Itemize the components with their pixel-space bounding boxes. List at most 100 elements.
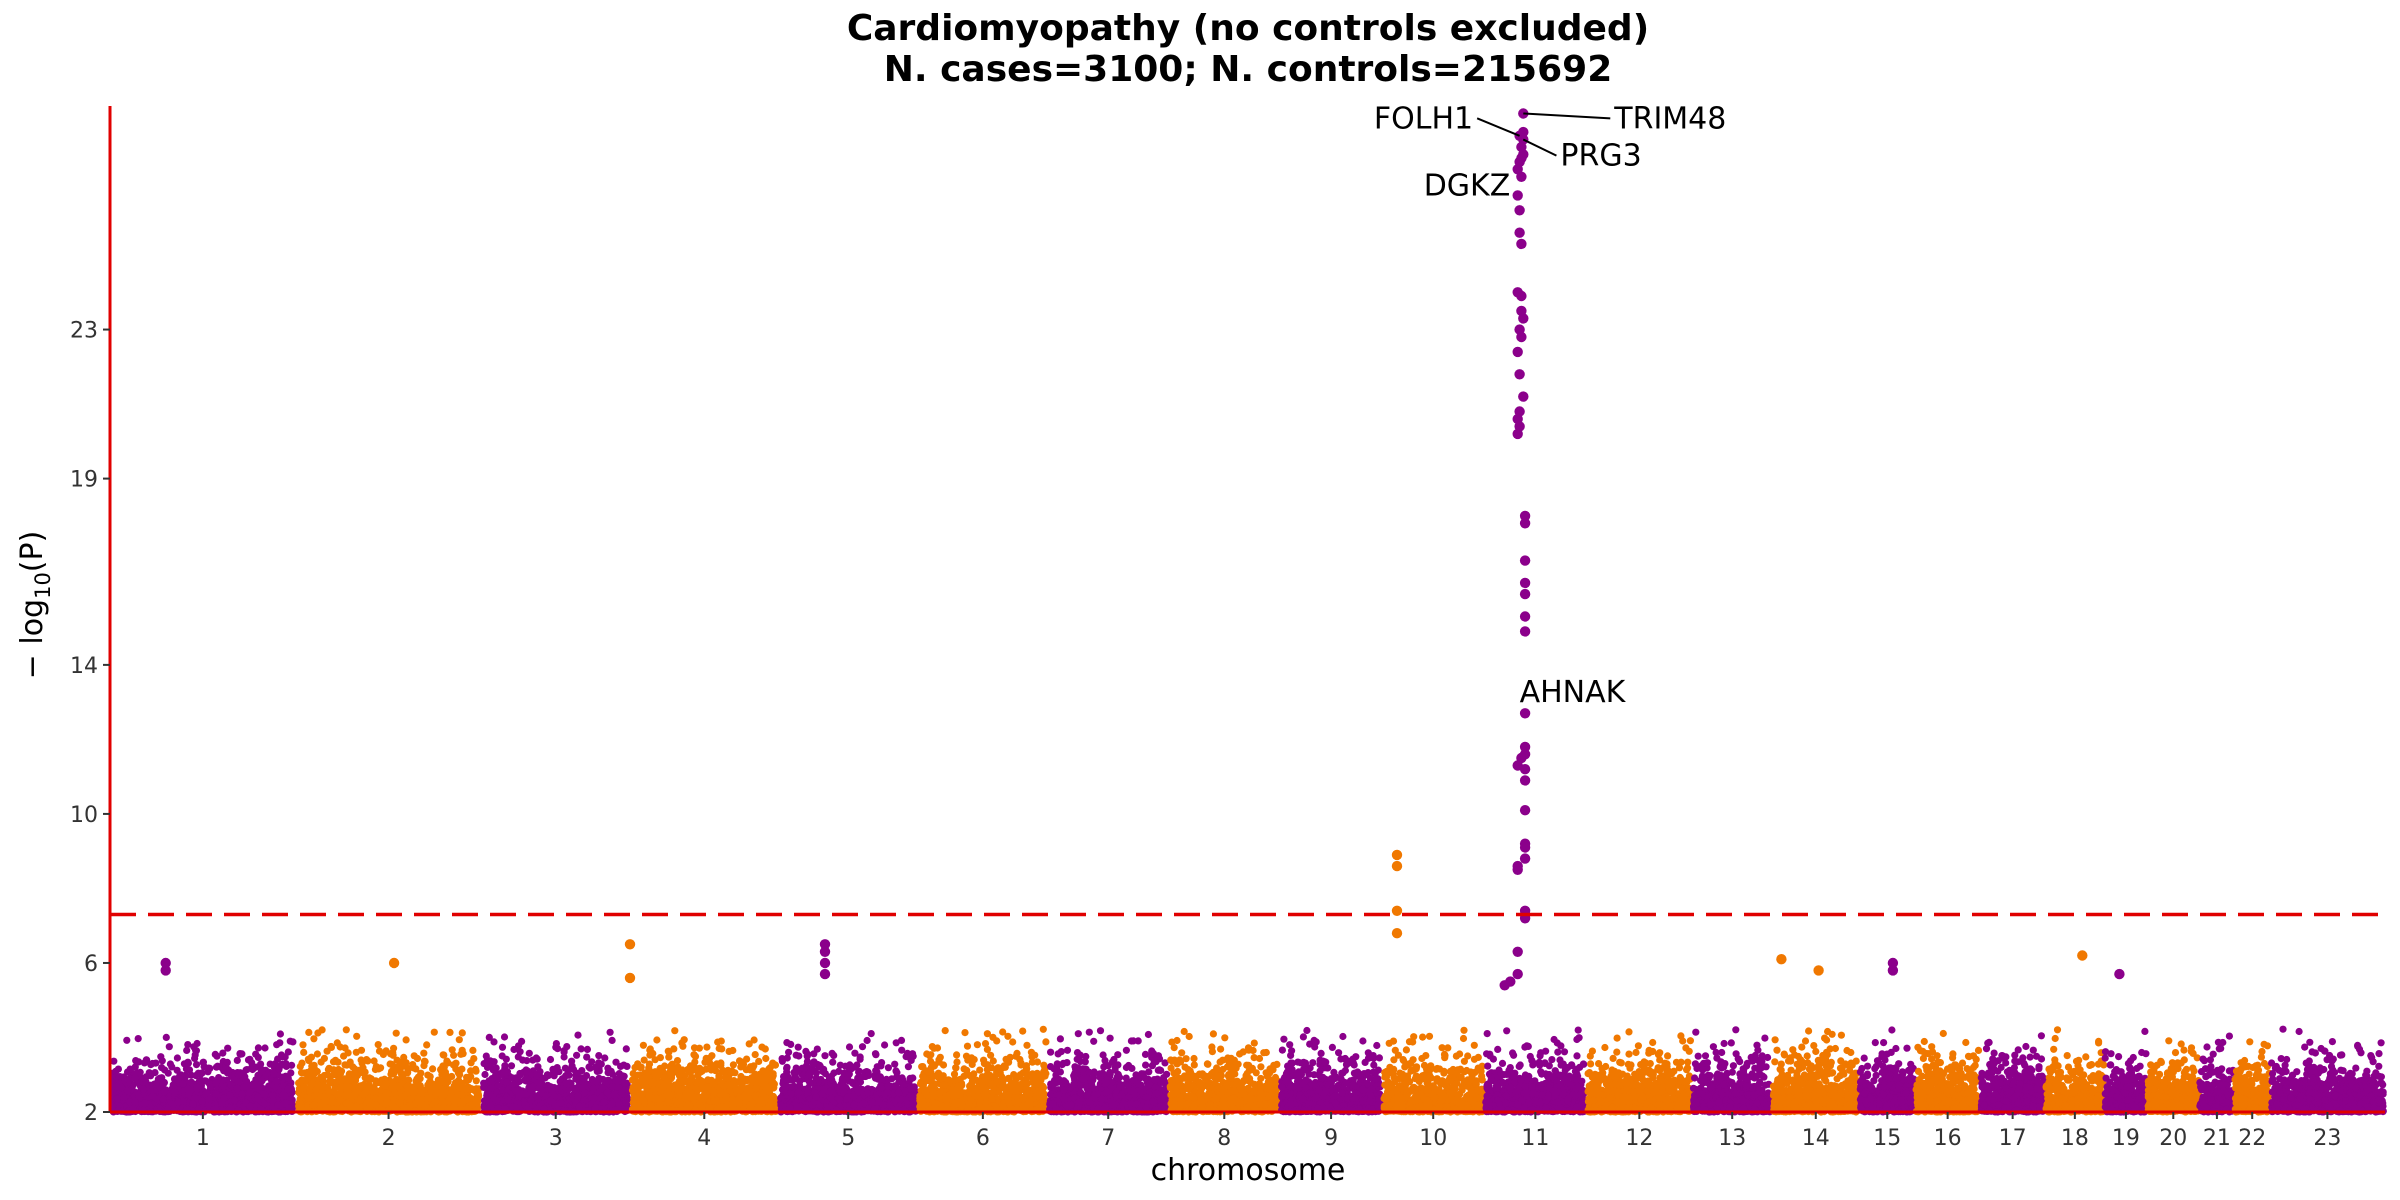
snp-point [327, 1042, 335, 1051]
snp-point [384, 1089, 392, 1098]
snp-point [361, 1089, 369, 1097]
snp-point [560, 1053, 568, 1061]
snp-point [159, 1095, 167, 1103]
snp-point [472, 1077, 480, 1085]
snp-point [516, 1069, 524, 1078]
snp-point [621, 1079, 629, 1087]
snp-point [527, 1096, 535, 1104]
snp-point [353, 1032, 361, 1040]
snp-point [483, 1096, 491, 1104]
snp-point [572, 1086, 580, 1094]
snp-point [673, 1057, 682, 1065]
snp-point [450, 1051, 458, 1059]
snp-point [284, 1074, 292, 1082]
snp-point [361, 1074, 369, 1082]
snp-point [718, 1045, 726, 1053]
snp-point [429, 1065, 437, 1073]
snp-point [219, 1049, 227, 1057]
snp-point [358, 1059, 366, 1067]
snp-point [356, 1097, 364, 1105]
snp-point [249, 1081, 257, 1089]
snp-point [546, 1055, 555, 1064]
snp-point [577, 1045, 585, 1053]
snp-point [341, 1061, 349, 1069]
snp-point [260, 1100, 269, 1108]
snp-point [379, 1050, 387, 1059]
snp-point [459, 1050, 467, 1058]
snp-point [282, 1062, 290, 1070]
snp-point [523, 1057, 531, 1065]
snp-point [629, 1070, 637, 1078]
snp-point [585, 1063, 593, 1071]
snp-point [169, 1081, 177, 1089]
snp-point [467, 1059, 475, 1067]
snp-point [194, 1069, 202, 1077]
snp-point [388, 1060, 396, 1068]
snp-point [493, 1096, 501, 1105]
snp-point [212, 1079, 220, 1087]
snp-point [420, 1049, 428, 1057]
snp-point [431, 1088, 439, 1096]
snp-point [320, 1054, 328, 1062]
snp-point [509, 1080, 517, 1088]
snp-point [192, 1061, 201, 1069]
snp-point [467, 1067, 475, 1075]
snp-point [592, 1077, 600, 1085]
snp-point [123, 1036, 131, 1044]
snp-point [381, 1082, 389, 1090]
snp-point [512, 1104, 521, 1112]
snp-point [508, 1074, 516, 1082]
points-layer [109, 108, 2387, 1116]
snp-point [481, 1070, 489, 1079]
snp-point [717, 1037, 725, 1045]
snp-point [622, 1045, 630, 1053]
snp-point [487, 1078, 495, 1086]
snp-point [462, 1084, 471, 1092]
snp-point [595, 1052, 603, 1060]
snp-point [371, 1065, 379, 1074]
snp-point [532, 1054, 540, 1062]
snp-point [270, 1070, 278, 1078]
snp-point [568, 1057, 576, 1065]
snp-point [392, 1029, 400, 1037]
snp-point [140, 1085, 148, 1093]
snp-point [131, 1098, 139, 1106]
snp-point [274, 1101, 282, 1109]
snp-point [409, 1061, 417, 1069]
snp-point [608, 1036, 616, 1044]
snp-point [572, 1075, 580, 1083]
snp-point [522, 1074, 531, 1082]
snp-point [326, 1079, 334, 1087]
snp-point [389, 1078, 397, 1086]
snp-point [181, 1073, 189, 1081]
snp-point [126, 1065, 134, 1073]
snp-point [344, 1049, 352, 1057]
snp-point [590, 1094, 598, 1102]
snp-point [404, 1068, 412, 1076]
snp-point [486, 1102, 495, 1110]
chromosome-2-points [295, 1026, 483, 1116]
snp-point [345, 1083, 353, 1091]
snp-point [246, 1102, 255, 1110]
snp-point [639, 1041, 648, 1049]
snp-point [173, 1054, 181, 1062]
snp-point [244, 1056, 253, 1064]
snp-point [313, 1050, 321, 1058]
snp-point [703, 1043, 711, 1051]
snp-point [574, 1092, 582, 1100]
snp-point [233, 1056, 241, 1064]
snp-point [690, 1051, 698, 1059]
snp-point [374, 1041, 382, 1049]
snp-point [252, 1050, 260, 1058]
snp-point [281, 1092, 289, 1100]
snp-point [472, 1086, 480, 1094]
snp-point [304, 1094, 312, 1102]
snp-point [158, 1064, 166, 1072]
snp-point [168, 1100, 176, 1108]
snp-point [597, 1060, 605, 1068]
snp-point [761, 1045, 769, 1053]
snp-point [166, 1060, 174, 1068]
snp-point [114, 1095, 122, 1103]
snp-point [581, 1089, 589, 1097]
snp-point [276, 1030, 284, 1038]
